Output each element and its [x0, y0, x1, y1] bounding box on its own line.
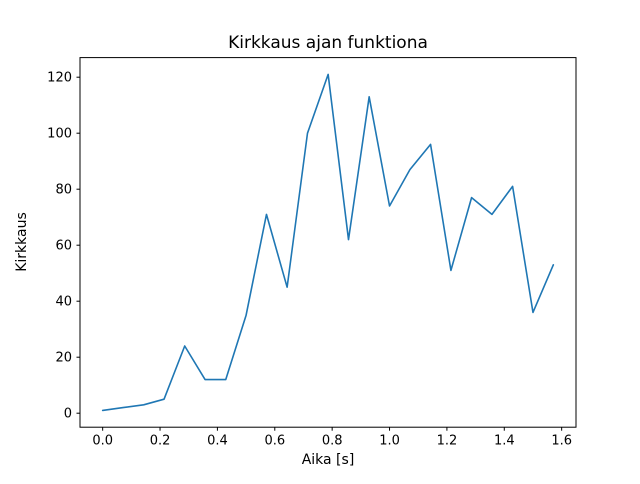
x-tick-label: 0.8 — [322, 434, 343, 449]
x-tick-label: 0.6 — [264, 434, 285, 449]
y-tick-label: 80 — [55, 183, 72, 198]
x-tick-label: 0.0 — [92, 434, 113, 449]
y-tick-label: 0 — [64, 407, 72, 422]
y-tick-label: 100 — [47, 127, 72, 142]
chart-title: Kirkkaus ajan funktiona — [228, 33, 428, 53]
x-axis-label: Aika [s] — [302, 452, 355, 468]
x-tick-label: 1.0 — [379, 434, 400, 449]
x-tick-label: 0.2 — [150, 434, 171, 449]
axes-spines — [79, 57, 577, 428]
plot-area: 0.0 0.2 0.4 0.6 0.8 1.0 1.2 1.4 1.6 0 20 40 60 80 100 1… — [47, 57, 577, 449]
y-tick-label: 120 — [47, 71, 72, 86]
x-tick-label: 1.4 — [494, 434, 515, 449]
y-axis-label: Kirkkaus — [14, 212, 30, 272]
y-tick-label: 20 — [55, 351, 72, 366]
y-tick-label: 60 — [55, 239, 72, 254]
x-tick-label: 0.4 — [207, 434, 228, 449]
x-tick-label: 1.6 — [551, 434, 572, 449]
data-series-line — [101, 73, 555, 412]
x-tick-label: 1.2 — [437, 434, 458, 449]
y-tick-label: 40 — [55, 295, 72, 310]
